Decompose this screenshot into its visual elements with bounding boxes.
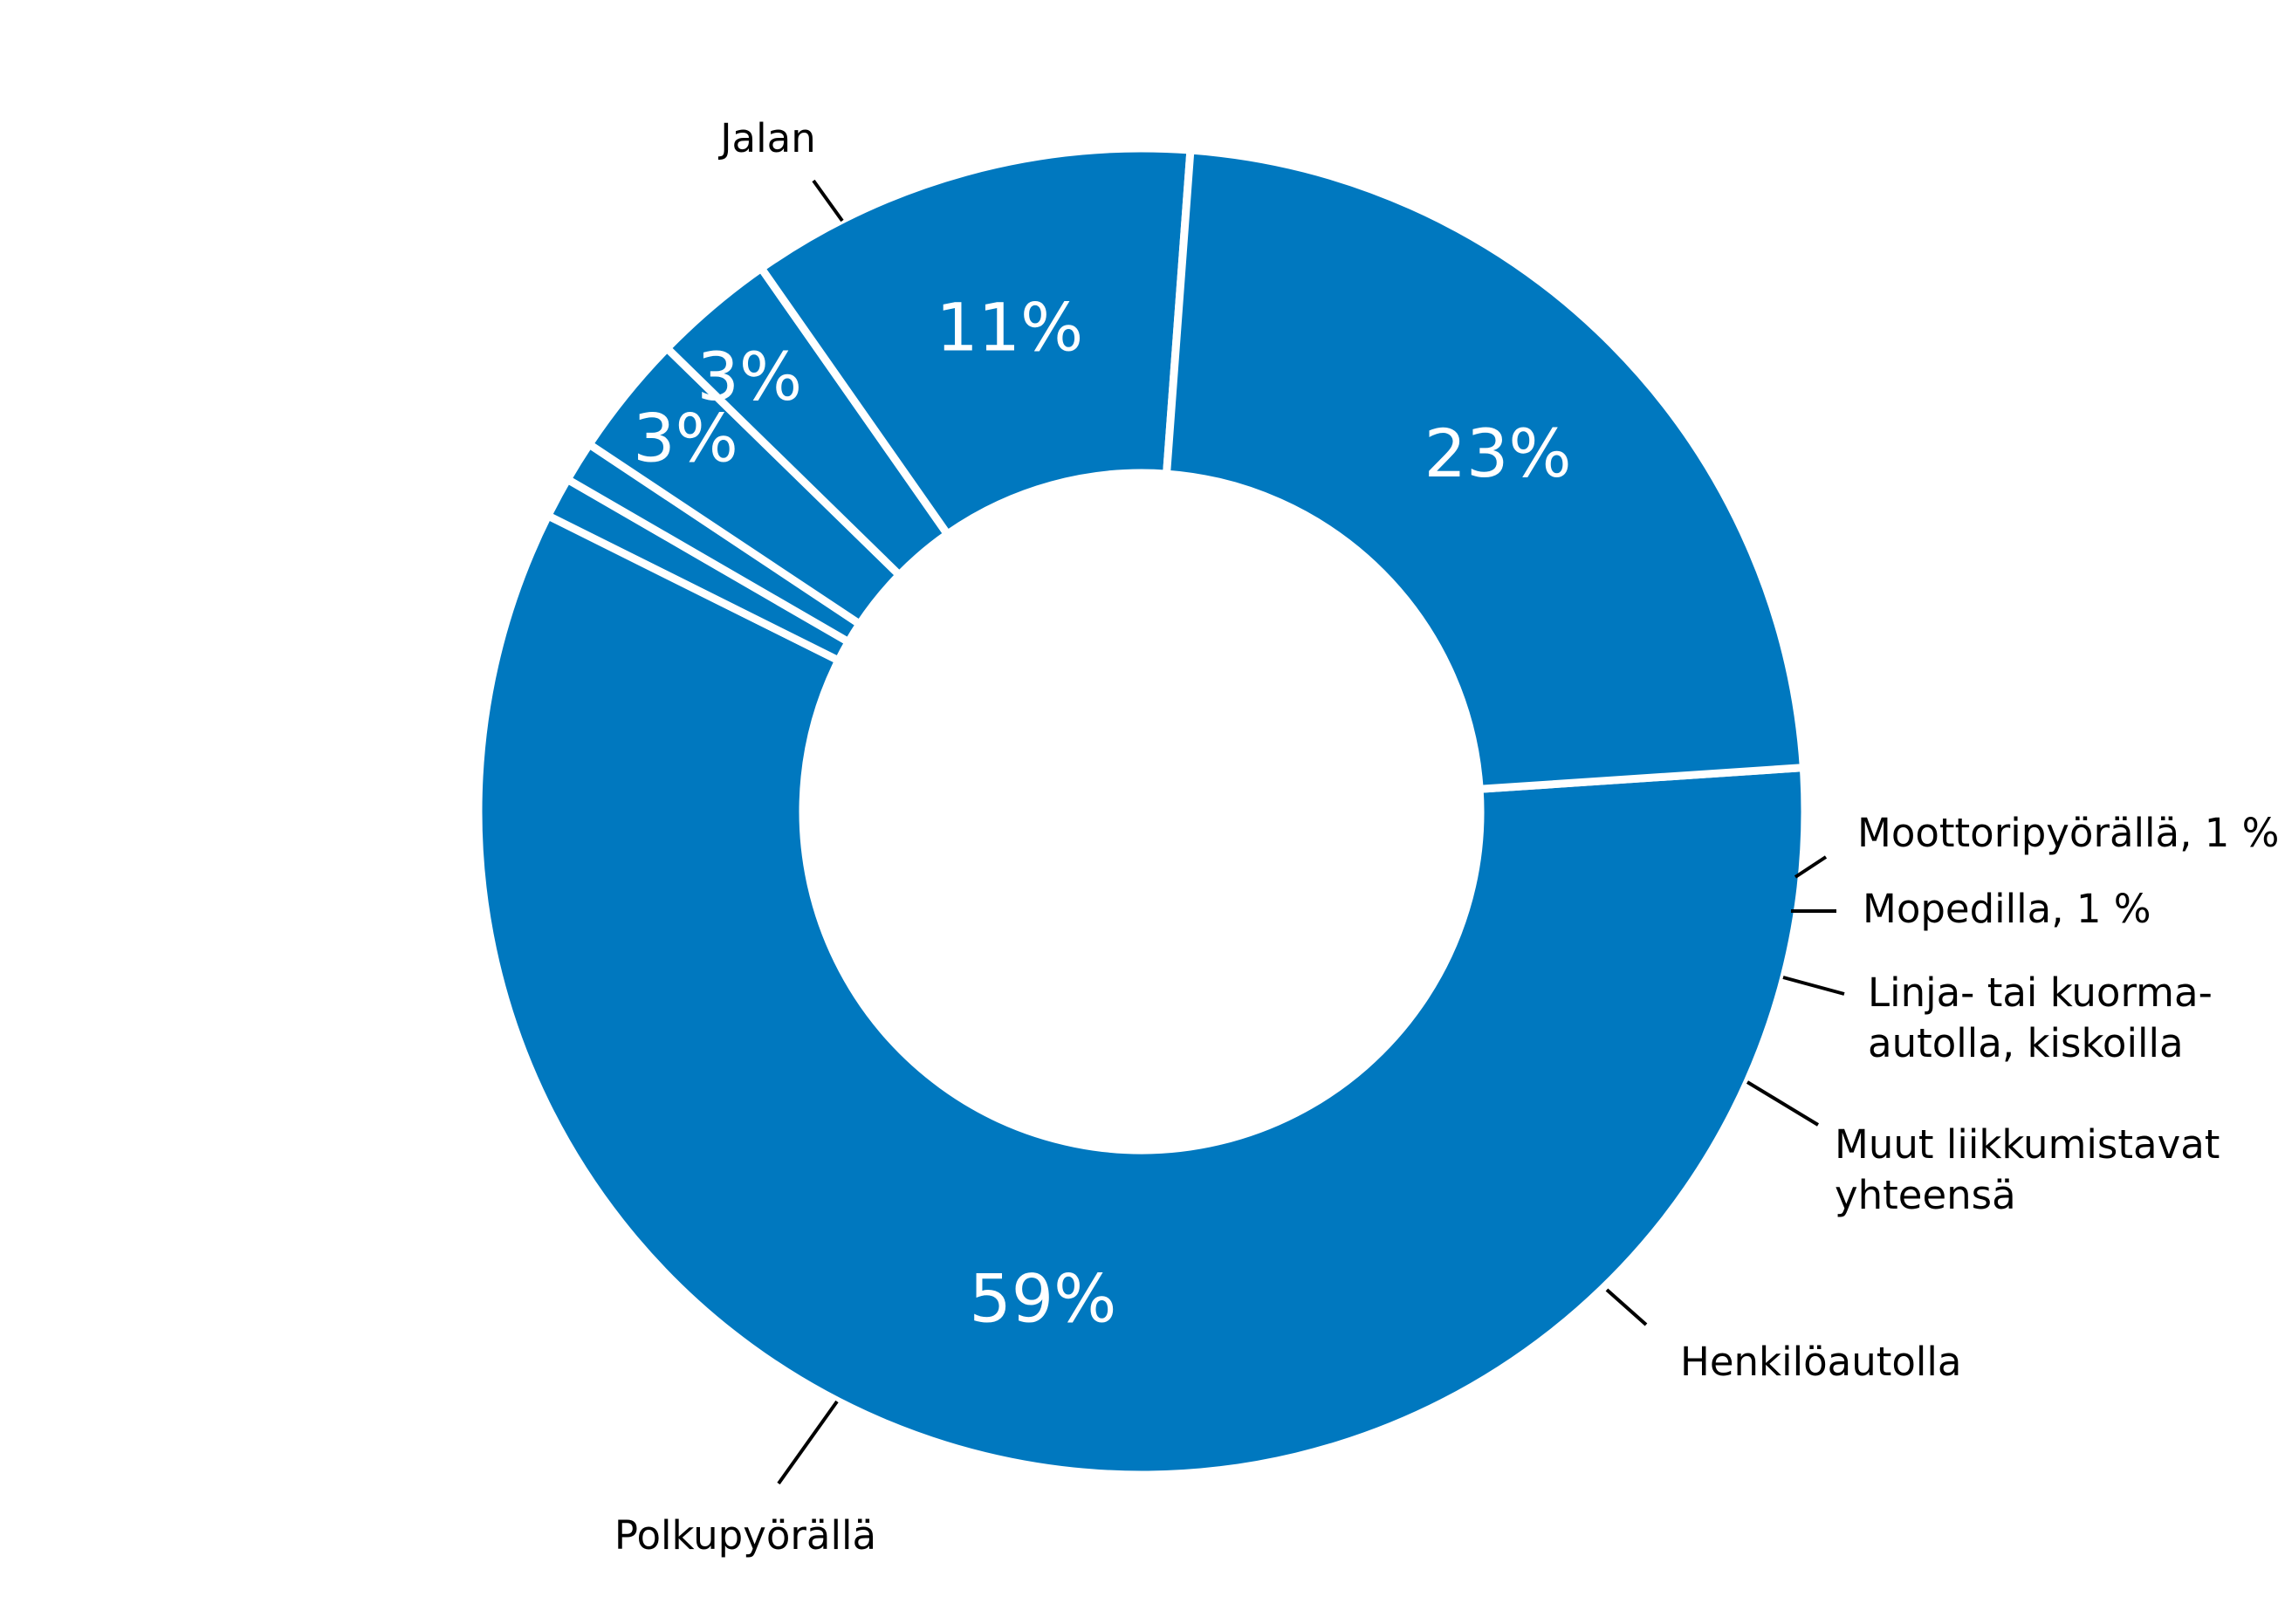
category-label-6: Polkupyörällä — [614, 1512, 876, 1559]
category-label-4: Muut liikkumistavat yhteensä — [1835, 1121, 2220, 1218]
slice-0 — [474, 511, 1809, 1479]
category-label-5-line-0: Henkilöautolla — [1680, 1339, 1962, 1385]
leader-line-4 — [1746, 1080, 1820, 1127]
leader-lines-group — [777, 179, 1845, 1485]
category-label-4-line-0: Muut liikkumistavat — [1835, 1121, 2220, 1168]
category-label-1-line-0: Moottoripyörällä, 1 % — [1857, 810, 2279, 856]
slices-group — [474, 144, 1809, 1479]
value-label-3: 3% — [633, 399, 738, 476]
leader-line-5 — [1605, 1288, 1648, 1326]
category-label-6-line-0: Polkupyörällä — [614, 1512, 876, 1559]
category-label-5: Henkilöautolla — [1680, 1339, 1962, 1385]
category-label-2-line-0: Mopedilla, 1 % — [1863, 886, 2151, 932]
category-label-2: Mopedilla, 1 % — [1863, 886, 2151, 932]
category-label-0: Jalan — [717, 115, 815, 161]
slice-6 — [1163, 146, 1808, 793]
category-label-1: Moottoripyörällä, 1 % — [1857, 810, 2279, 856]
category-label-3-line-0: Linja- tai kuorma- — [1868, 970, 2213, 1016]
slice-5 — [757, 144, 1195, 538]
value-label-0: 59% — [969, 1260, 1116, 1338]
leader-line-3 — [1782, 976, 1845, 996]
value-label-6: 23% — [1424, 415, 1572, 492]
value-label-4: 3% — [697, 338, 803, 415]
category-label-0-line-0: Jalan — [717, 115, 815, 161]
value-label-5: 11% — [936, 288, 1083, 366]
category-label-3-line-1: autolla, kiskoilla — [1868, 1020, 2184, 1066]
leader-line-1 — [1794, 855, 1828, 879]
value-labels-group: 59% 3%3% 11% 23% — [633, 288, 1571, 1337]
category-label-4-line-1: yhteensä — [1835, 1172, 2016, 1218]
category-label-3: Linja- tai kuorma-autolla, kiskoilla — [1868, 970, 2213, 1066]
leader-line-6 — [777, 1400, 839, 1485]
leader-line-0 — [812, 179, 844, 223]
category-labels-group: Jalan Moottoripyörällä, 1 % Mopedilla, 1 %… — [614, 115, 2279, 1559]
